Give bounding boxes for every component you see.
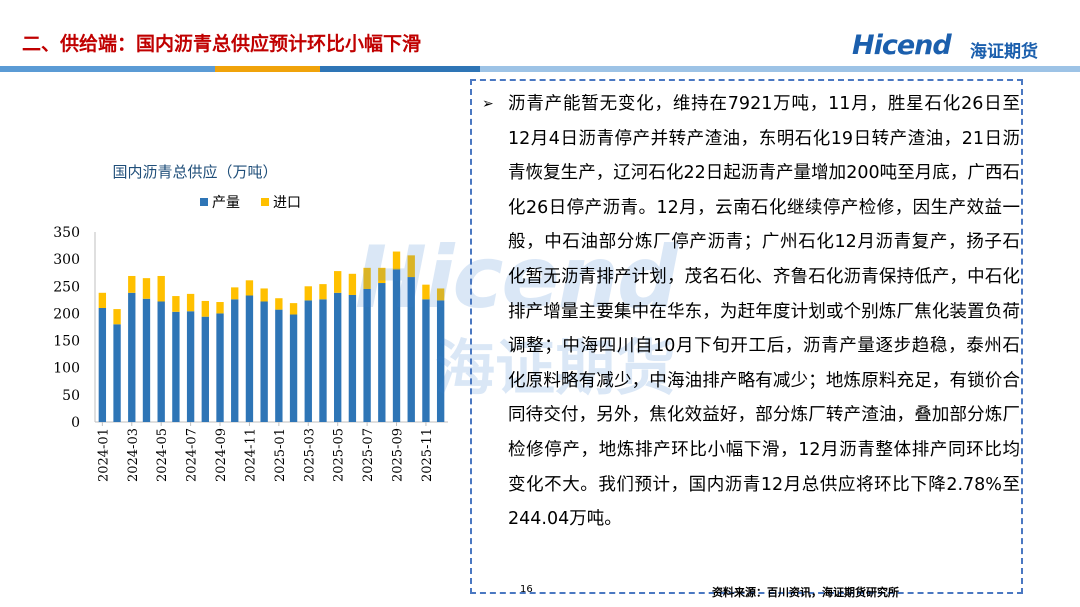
- bar-production: [216, 313, 224, 422]
- legend-swatch-production: [200, 198, 208, 206]
- x-tick-label: 2025-07: [361, 428, 376, 482]
- header-band-orange: [215, 66, 320, 72]
- logo-wordmark: Hicend: [852, 30, 952, 61]
- data-source: 资料来源：百川资讯，海证期货研究所: [712, 586, 899, 599]
- x-tick-label: 2024-07: [185, 428, 200, 482]
- legend-label-production: 产量: [212, 195, 240, 211]
- bar-import: [334, 271, 342, 293]
- bar-import: [157, 275, 165, 302]
- bar-production: [304, 300, 312, 422]
- bar-production: [319, 299, 327, 422]
- x-tick-label: 2024-11: [243, 428, 258, 482]
- y-tick-label: 50: [62, 388, 80, 404]
- bar-production: [186, 311, 195, 422]
- bar-import: [378, 267, 386, 284]
- bar-import: [245, 280, 254, 296]
- bullet-arrow-icon: ➢: [482, 96, 494, 112]
- x-tick-label: 2025-03: [302, 428, 317, 482]
- bar-import: [407, 255, 415, 278]
- legend-swatch-import: [261, 198, 269, 206]
- y-tick-label: 150: [53, 334, 80, 350]
- bar-import: [231, 287, 239, 300]
- bar-production: [157, 301, 165, 422]
- bar-import: [392, 251, 401, 270]
- y-tick-label: 200: [53, 306, 80, 322]
- bar-import: [98, 292, 107, 308]
- bar-import: [113, 309, 121, 325]
- bar-production: [378, 283, 386, 422]
- bar-import: [128, 275, 136, 293]
- bar-production: [436, 300, 445, 422]
- y-tick-label: 100: [53, 361, 80, 377]
- brand-logo: Hicend 海证期货: [852, 30, 1062, 64]
- x-tick-label: 2025-01: [273, 428, 288, 482]
- bar-import: [260, 288, 268, 302]
- legend-label-import: 进口: [273, 195, 301, 211]
- bar-import: [172, 296, 180, 312]
- x-tick-label: 2024-01: [96, 428, 111, 482]
- chart-title: 国内沥青总供应（万吨）: [112, 163, 277, 181]
- bar-production: [231, 299, 239, 422]
- bar-import: [304, 286, 312, 301]
- bar-production: [275, 309, 283, 422]
- bar-production: [407, 277, 415, 422]
- bar-import: [348, 273, 357, 295]
- bar-import: [289, 303, 298, 315]
- supply-chart-svg: 国内沥青总供应（万吨） 产量 进口 0 50 100 150 200 250 300 350 2024…: [53, 163, 448, 482]
- analysis-text-box: ➢ 沥青产能暂无变化，维持在7921万吨，11月，胜星石化26日至12月4日沥青…: [470, 79, 1023, 594]
- bar-production: [201, 316, 209, 422]
- bar-import: [436, 288, 445, 301]
- bar-import: [319, 284, 327, 300]
- supply-chart: 国内沥青总供应（万吨） 产量 进口 0 50 100 150 200 250 300 350 2024…: [40, 150, 460, 510]
- x-tick-label: 2025-05: [332, 428, 347, 482]
- y-tick-label: 250: [53, 279, 80, 295]
- header-band-light: [480, 66, 1080, 72]
- bar-import: [216, 302, 224, 314]
- header-band-blue-1: [0, 66, 215, 72]
- bar-import: [275, 298, 283, 310]
- x-tick-label: 2024-03: [126, 428, 141, 482]
- x-tick-label: 2025-11: [420, 428, 435, 482]
- analysis-text: 沥青产能暂无变化，维持在7921万吨，11月，胜星石化26日至12月4日沥青停产…: [508, 94, 1020, 530]
- logo-chinese-name: 海证期货: [970, 42, 1038, 62]
- bar-import: [422, 284, 430, 300]
- analysis-paragraph: ➢ 沥青产能暂无变化，维持在7921万吨，11月，胜星石化26日至12月4日沥青…: [482, 87, 1020, 537]
- bar-production: [363, 289, 371, 422]
- bar-production: [142, 298, 151, 422]
- bar-production: [128, 292, 136, 422]
- x-tick-label: 2025-09: [391, 428, 406, 482]
- bar-production: [392, 269, 401, 422]
- page-number: 16: [520, 584, 533, 595]
- page-title: 二、供给端：国内沥青总供应预计环比小幅下滑: [22, 33, 422, 55]
- x-tick-label: 2024-05: [155, 428, 170, 482]
- bar-production: [289, 314, 298, 422]
- bar-production: [113, 324, 121, 422]
- bar-production: [422, 299, 430, 422]
- bar-import: [186, 293, 195, 312]
- y-tick-label: 350: [53, 225, 80, 241]
- bar-production: [98, 308, 107, 422]
- header-band-blue-2: [320, 66, 480, 72]
- bar-production: [245, 295, 254, 422]
- y-tick-label: 300: [53, 252, 80, 268]
- bar-production: [348, 294, 357, 422]
- x-tick-label: 2024-09: [214, 428, 229, 482]
- bar-import: [201, 300, 209, 317]
- bar-import: [363, 267, 371, 289]
- y-tick-label: 0: [71, 415, 80, 431]
- bar-production: [260, 301, 268, 422]
- bar-production: [334, 292, 342, 422]
- bar-production: [172, 311, 180, 422]
- bar-import: [142, 278, 151, 299]
